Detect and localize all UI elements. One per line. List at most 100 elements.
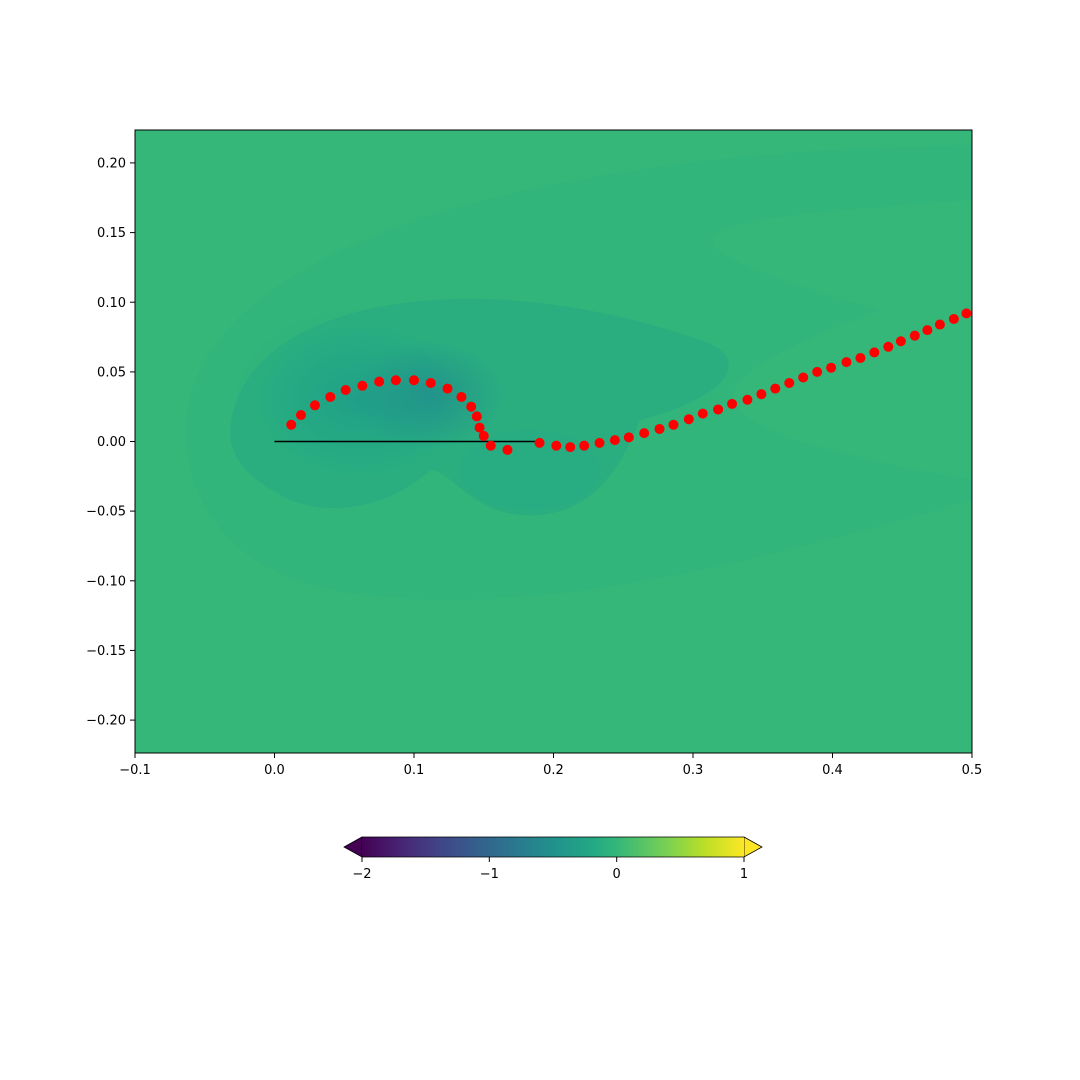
colorbar-gradient (362, 837, 744, 857)
scatter-point (456, 391, 467, 402)
y-tick-label: −0.15 (86, 644, 126, 659)
x-tick-label: 0.2 (543, 763, 564, 778)
y-tick: −0.15 (86, 644, 135, 659)
scatter-point (609, 435, 620, 446)
scatter-point (948, 313, 959, 324)
scatter-point (798, 372, 809, 383)
scatter-point (934, 319, 945, 330)
y-tick-label: 0.10 (97, 296, 126, 311)
scatter-point (895, 336, 906, 347)
scatter-point (654, 423, 665, 434)
y-tick-label: −0.05 (86, 505, 126, 520)
scatter-point (466, 401, 477, 412)
y-tick: 0.05 (97, 366, 135, 381)
scatter-point (485, 440, 496, 451)
y-tick: 0.20 (97, 157, 135, 172)
scatter-point (922, 325, 933, 336)
scatter-point (551, 440, 562, 451)
scatter-point (742, 394, 753, 405)
x-tick: 0.2 (543, 753, 564, 778)
vortex-points (286, 308, 972, 455)
scatter-point (909, 330, 920, 341)
x-tick: 0.1 (404, 753, 425, 778)
scatter-point (502, 444, 513, 455)
colorbar-tick: 0 (613, 857, 621, 882)
scatter-point (961, 308, 972, 319)
x-tick-label: 0.1 (404, 763, 425, 778)
scatter-point (697, 408, 708, 419)
y-tick: −0.05 (86, 505, 135, 520)
scatter-point (474, 422, 485, 433)
x-tick-label: 0.4 (822, 763, 843, 778)
colorbar-extend-min (343, 836, 363, 858)
scatter-point (683, 414, 694, 425)
x-tick: 0.3 (683, 753, 704, 778)
y-tick: 0.15 (97, 226, 135, 241)
scatter-point (727, 398, 738, 409)
x-tick-label: −0.1 (119, 763, 151, 778)
scatter-point (639, 428, 650, 439)
colorbar-extend-max (743, 836, 763, 858)
scatter-point (425, 378, 436, 389)
scatter-point (770, 383, 781, 394)
scatter-point (623, 432, 634, 443)
scatter-point (340, 384, 351, 395)
scatter-point (756, 389, 767, 400)
colorbar-tick: 1 (740, 857, 748, 882)
scatter-point (594, 437, 605, 448)
field-vortex-core (355, 340, 505, 450)
y-tick: 0.10 (97, 296, 135, 311)
scatter-point (534, 437, 545, 448)
scatter-point (826, 362, 837, 373)
y-tick: −0.10 (86, 574, 135, 589)
field-secondary-vortex (460, 430, 600, 510)
scatter-point (478, 430, 489, 441)
scatter-point (374, 376, 385, 387)
scatter-point (565, 442, 576, 453)
x-tick-label: 0.3 (683, 763, 704, 778)
x-tick: 0.0 (264, 753, 285, 778)
scatter-point (296, 410, 307, 421)
scatter-point (784, 378, 795, 389)
colorbar-tick: −1 (480, 857, 499, 882)
x-axis: −0.1 0.0 0.1 0.2 0.3 0.4 0.5 (119, 753, 982, 778)
colorbar-tick-label: −2 (352, 867, 371, 882)
scatter-point (869, 347, 880, 358)
scatter-point (286, 419, 297, 430)
y-tick-label: −0.10 (86, 574, 126, 589)
y-tick-label: 0.20 (97, 157, 126, 172)
colorbar-tick-label: −1 (480, 867, 499, 882)
field-background (135, 130, 972, 753)
y-tick-label: 0.00 (97, 435, 126, 450)
scatter-point (442, 383, 453, 394)
scatter-point (357, 380, 368, 391)
y-axis: 0.20 0.15 0.10 0.05 0.00 −0.05 −0.10 −0.… (86, 157, 135, 729)
y-tick: 0.00 (97, 435, 135, 450)
x-tick: −0.1 (119, 753, 151, 778)
colorbar-tick-label: 1 (740, 867, 748, 882)
scatter-point (713, 404, 724, 415)
scatter-point (841, 357, 852, 368)
x-tick: 0.4 (822, 753, 843, 778)
y-tick-label: 0.05 (97, 366, 126, 381)
scatter-point (309, 400, 320, 411)
scatter-point (409, 375, 419, 386)
scatter-point (325, 391, 336, 402)
scatter-point (390, 375, 401, 386)
scatter-point (883, 341, 894, 352)
scatter-point (579, 440, 590, 451)
y-tick-label: −0.20 (86, 714, 126, 729)
colorbar-tick: −2 (352, 857, 372, 882)
scatter-point (812, 366, 823, 377)
colorbar: −2 −1 0 1 (343, 836, 763, 882)
x-tick: 0.5 (962, 753, 983, 778)
y-tick: −0.20 (86, 714, 135, 729)
x-tick-label: 0.0 (264, 763, 285, 778)
y-tick-label: 0.15 (97, 226, 126, 241)
colorbar-tick-label: 0 (613, 867, 621, 882)
x-tick-label: 0.5 (962, 763, 983, 778)
scatter-point (471, 411, 482, 422)
scatter-point (668, 419, 679, 430)
scatter-point (855, 352, 866, 363)
